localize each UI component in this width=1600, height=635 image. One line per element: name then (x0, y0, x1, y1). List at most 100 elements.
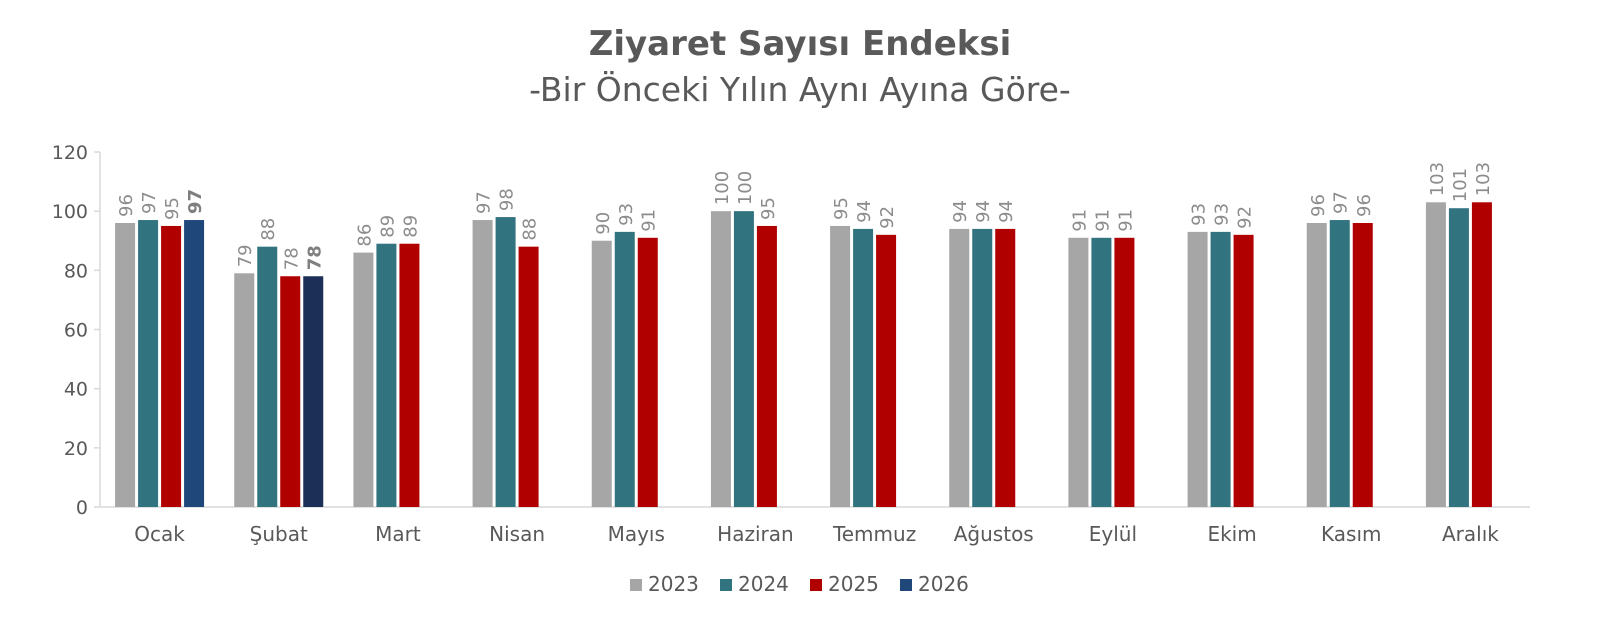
data-label-2024: 98 (497, 188, 518, 211)
data-label-2023: 103 (1427, 162, 1448, 196)
data-label-2025: 91 (639, 209, 660, 232)
x-tick-label: Haziran (717, 522, 794, 546)
legend-swatch-2025 (810, 579, 822, 591)
data-label-2024: 97 (1331, 191, 1352, 214)
x-tick-label: Nisan (489, 522, 545, 546)
y-tick-label: 120 (52, 142, 88, 164)
data-label-2023: 91 (1069, 209, 1090, 232)
data-label-2023: 96 (116, 194, 137, 217)
data-label-2025: 94 (996, 200, 1017, 223)
x-tick-label: Aralık (1442, 522, 1499, 546)
bar-2026 (184, 220, 205, 507)
data-label-2023: 97 (474, 191, 495, 214)
data-label-2024: 94 (973, 200, 994, 223)
legend-label-2025: 2025 (828, 572, 879, 596)
bar-2024 (257, 246, 278, 507)
bar-2025 (1233, 234, 1254, 508)
x-tick-label: Eylül (1089, 522, 1137, 546)
data-label-2024: 94 (854, 200, 875, 223)
data-label-2025: 95 (758, 197, 779, 220)
bar-2025 (280, 276, 301, 507)
x-tick-label: Ocak (134, 522, 185, 546)
data-label-2025: 89 (400, 215, 421, 238)
data-label-2023: 96 (1308, 194, 1329, 217)
bar-2023 (1306, 223, 1327, 507)
data-label-2023: 95 (831, 197, 852, 220)
data-label-2023: 86 (354, 224, 375, 247)
bar-2025 (1114, 237, 1135, 507)
bar-2024 (1210, 231, 1231, 507)
bar-2024 (138, 220, 159, 507)
y-tick-label: 0 (76, 497, 88, 519)
bar-2024 (853, 228, 874, 507)
legend-label-2026: 2026 (918, 572, 969, 596)
x-tick-label: Mayıs (608, 522, 665, 546)
bar-2023 (115, 223, 136, 507)
data-label-2025: 88 (520, 218, 541, 241)
bar-2023 (1068, 237, 1089, 507)
bar-2025 (876, 234, 897, 508)
y-tick-label: 20 (64, 438, 88, 460)
data-label-2023: 93 (1189, 203, 1210, 226)
y-tick-label: 80 (64, 260, 88, 282)
legend-label-2024: 2024 (738, 572, 789, 596)
data-label-2024: 91 (1092, 209, 1113, 232)
bar-2023 (1425, 202, 1446, 507)
bar-2023 (234, 273, 255, 507)
data-label-2025: 91 (1115, 209, 1136, 232)
x-tick-label: Ekim (1207, 522, 1256, 546)
bar-2025 (995, 228, 1016, 507)
data-label-2023: 100 (712, 171, 733, 205)
data-label-2024: 101 (1450, 168, 1471, 202)
chart-title: Ziyaret Sayısı Endeksi (588, 24, 1012, 64)
bar-2024 (1448, 208, 1469, 508)
data-label-2025: 78 (281, 247, 302, 270)
x-tick-label: Mart (375, 522, 421, 546)
data-label-2025: 96 (1354, 194, 1375, 217)
bar-2024 (1091, 237, 1112, 507)
chart-subtitle: -Bir Önceki Yılın Aynı Ayına Göre- (529, 70, 1071, 109)
bar-2023 (472, 220, 493, 507)
legend-swatch-2026 (900, 579, 912, 591)
bar-2024 (376, 243, 397, 508)
data-label-2024: 88 (258, 218, 279, 241)
data-label-2025: 92 (877, 206, 898, 229)
bar-2025 (756, 225, 777, 508)
bar-2025 (637, 237, 658, 507)
bar-2023 (949, 228, 970, 507)
data-label-2024: 93 (1212, 203, 1233, 226)
x-tick-label: Kasım (1321, 522, 1381, 546)
bar-2023 (353, 252, 374, 507)
data-label-2024: 100 (735, 171, 756, 205)
data-label-2024: 93 (616, 203, 637, 226)
bar-2024 (972, 228, 993, 507)
data-label-2024: 89 (377, 215, 398, 238)
bar-2025 (518, 246, 539, 507)
bar-2024 (733, 211, 754, 507)
bar-2025 (161, 225, 182, 508)
data-label-2025: 103 (1473, 162, 1494, 196)
data-label-2026: 97 (185, 189, 206, 214)
bar-2024 (614, 231, 635, 507)
y-tick-label: 100 (52, 201, 88, 223)
legend-label-2023: 2023 (648, 572, 699, 596)
bar-2023 (830, 225, 851, 508)
bar-2025 (399, 243, 420, 508)
data-label-2025: 95 (162, 197, 183, 220)
legend-swatch-2024 (720, 579, 732, 591)
data-label-2023: 94 (950, 200, 971, 223)
bar-2025 (1352, 223, 1373, 507)
bar-2024 (1329, 220, 1350, 507)
data-label-2023: 79 (235, 244, 256, 267)
bar-2023 (710, 211, 731, 507)
bar-2026 (303, 276, 324, 507)
y-tick-label: 60 (64, 320, 88, 342)
legend-swatch-2023 (630, 579, 642, 591)
y-tick-label: 40 (64, 379, 88, 401)
bar-2024 (495, 217, 516, 508)
data-label-2024: 97 (139, 191, 160, 214)
x-tick-label: Ağustos (954, 522, 1034, 546)
bar-2023 (1187, 231, 1208, 507)
data-label-2023: 90 (593, 212, 614, 235)
